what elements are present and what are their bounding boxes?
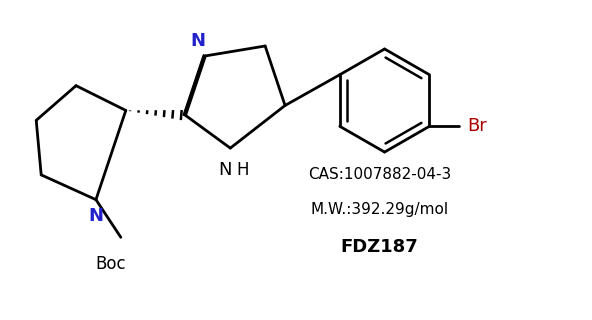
- Text: Br: Br: [467, 117, 487, 135]
- Text: N: N: [88, 206, 104, 225]
- Text: Boc: Boc: [95, 255, 126, 273]
- Text: M.W.:392.29g/mol: M.W.:392.29g/mol: [311, 202, 449, 217]
- Text: N: N: [218, 161, 232, 179]
- Text: CAS:1007882-04-3: CAS:1007882-04-3: [308, 167, 451, 182]
- Text: H: H: [236, 161, 249, 179]
- Text: FDZ187: FDZ187: [341, 238, 419, 256]
- Text: N: N: [190, 32, 205, 50]
